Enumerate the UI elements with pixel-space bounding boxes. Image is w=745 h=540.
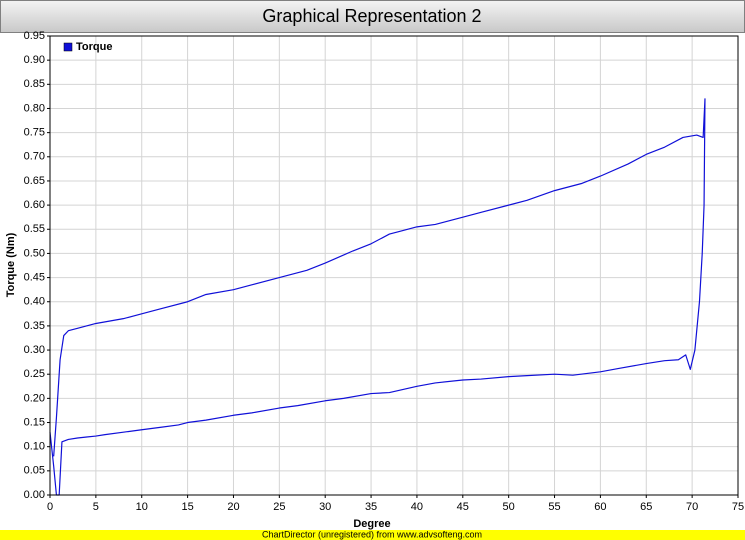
y-tick-label: 0.55	[24, 223, 45, 235]
y-tick-label: 0.90	[24, 54, 45, 66]
x-tick-label: 5	[93, 501, 99, 513]
y-tick-label: 0.70	[24, 151, 45, 163]
y-tick-label: 0.40	[24, 296, 45, 308]
chart-title: Graphical Representation 2	[262, 6, 481, 26]
x-tick-label: 75	[732, 501, 744, 513]
x-tick-label: 15	[181, 501, 193, 513]
legend-swatch	[63, 42, 73, 52]
x-tick-label: 55	[548, 501, 560, 513]
footer-bar	[0, 530, 745, 540]
x-tick-label: 30	[319, 501, 331, 513]
y-tick-label: 0.50	[24, 247, 45, 259]
y-tick-label: 0.10	[24, 441, 45, 453]
y-tick-label: 0.75	[24, 127, 45, 139]
x-tick-label: 70	[686, 501, 698, 513]
y-tick-label: 0.80	[24, 102, 45, 114]
y-tick-label: 0.20	[24, 392, 45, 404]
x-tick-label: 60	[594, 501, 606, 513]
data-line	[49, 98, 706, 496]
y-tick-label: 0.65	[24, 175, 45, 187]
x-tick-label: 50	[503, 501, 515, 513]
y-tick-label: 0.60	[24, 199, 45, 211]
title-bar	[0, 0, 745, 33]
plot-border	[49, 35, 739, 496]
y-tick-label: 0.35	[24, 320, 45, 332]
y-tick-label: 0.00	[24, 489, 45, 501]
x-tick-label: 45	[457, 501, 469, 513]
x-tick-label: 0	[47, 501, 53, 513]
y-tick-label: 0.05	[24, 465, 45, 477]
plot-area	[50, 36, 738, 495]
y-tick-label: 0.30	[24, 344, 45, 356]
y-tick-label: 0.85	[24, 78, 45, 90]
legend-label: Torque	[76, 41, 112, 53]
x-tick-label: 25	[273, 501, 285, 513]
x-tick-label: 65	[640, 501, 652, 513]
x-axis-label: Degree	[353, 518, 390, 530]
x-tick-label: 10	[136, 501, 148, 513]
y-tick-label: 0.95	[24, 30, 45, 42]
x-tick-label: 20	[227, 501, 239, 513]
y-tick-label: 0.45	[24, 271, 45, 283]
footer-text: ChartDirector (unregistered) from www.ad…	[262, 529, 482, 539]
y-tick-label: 0.25	[24, 368, 45, 380]
y-axis-label: Torque (Nm)	[5, 232, 17, 297]
x-tick-label: 35	[365, 501, 377, 513]
y-tick-label: 0.15	[24, 416, 45, 428]
x-tick-label: 40	[411, 501, 423, 513]
